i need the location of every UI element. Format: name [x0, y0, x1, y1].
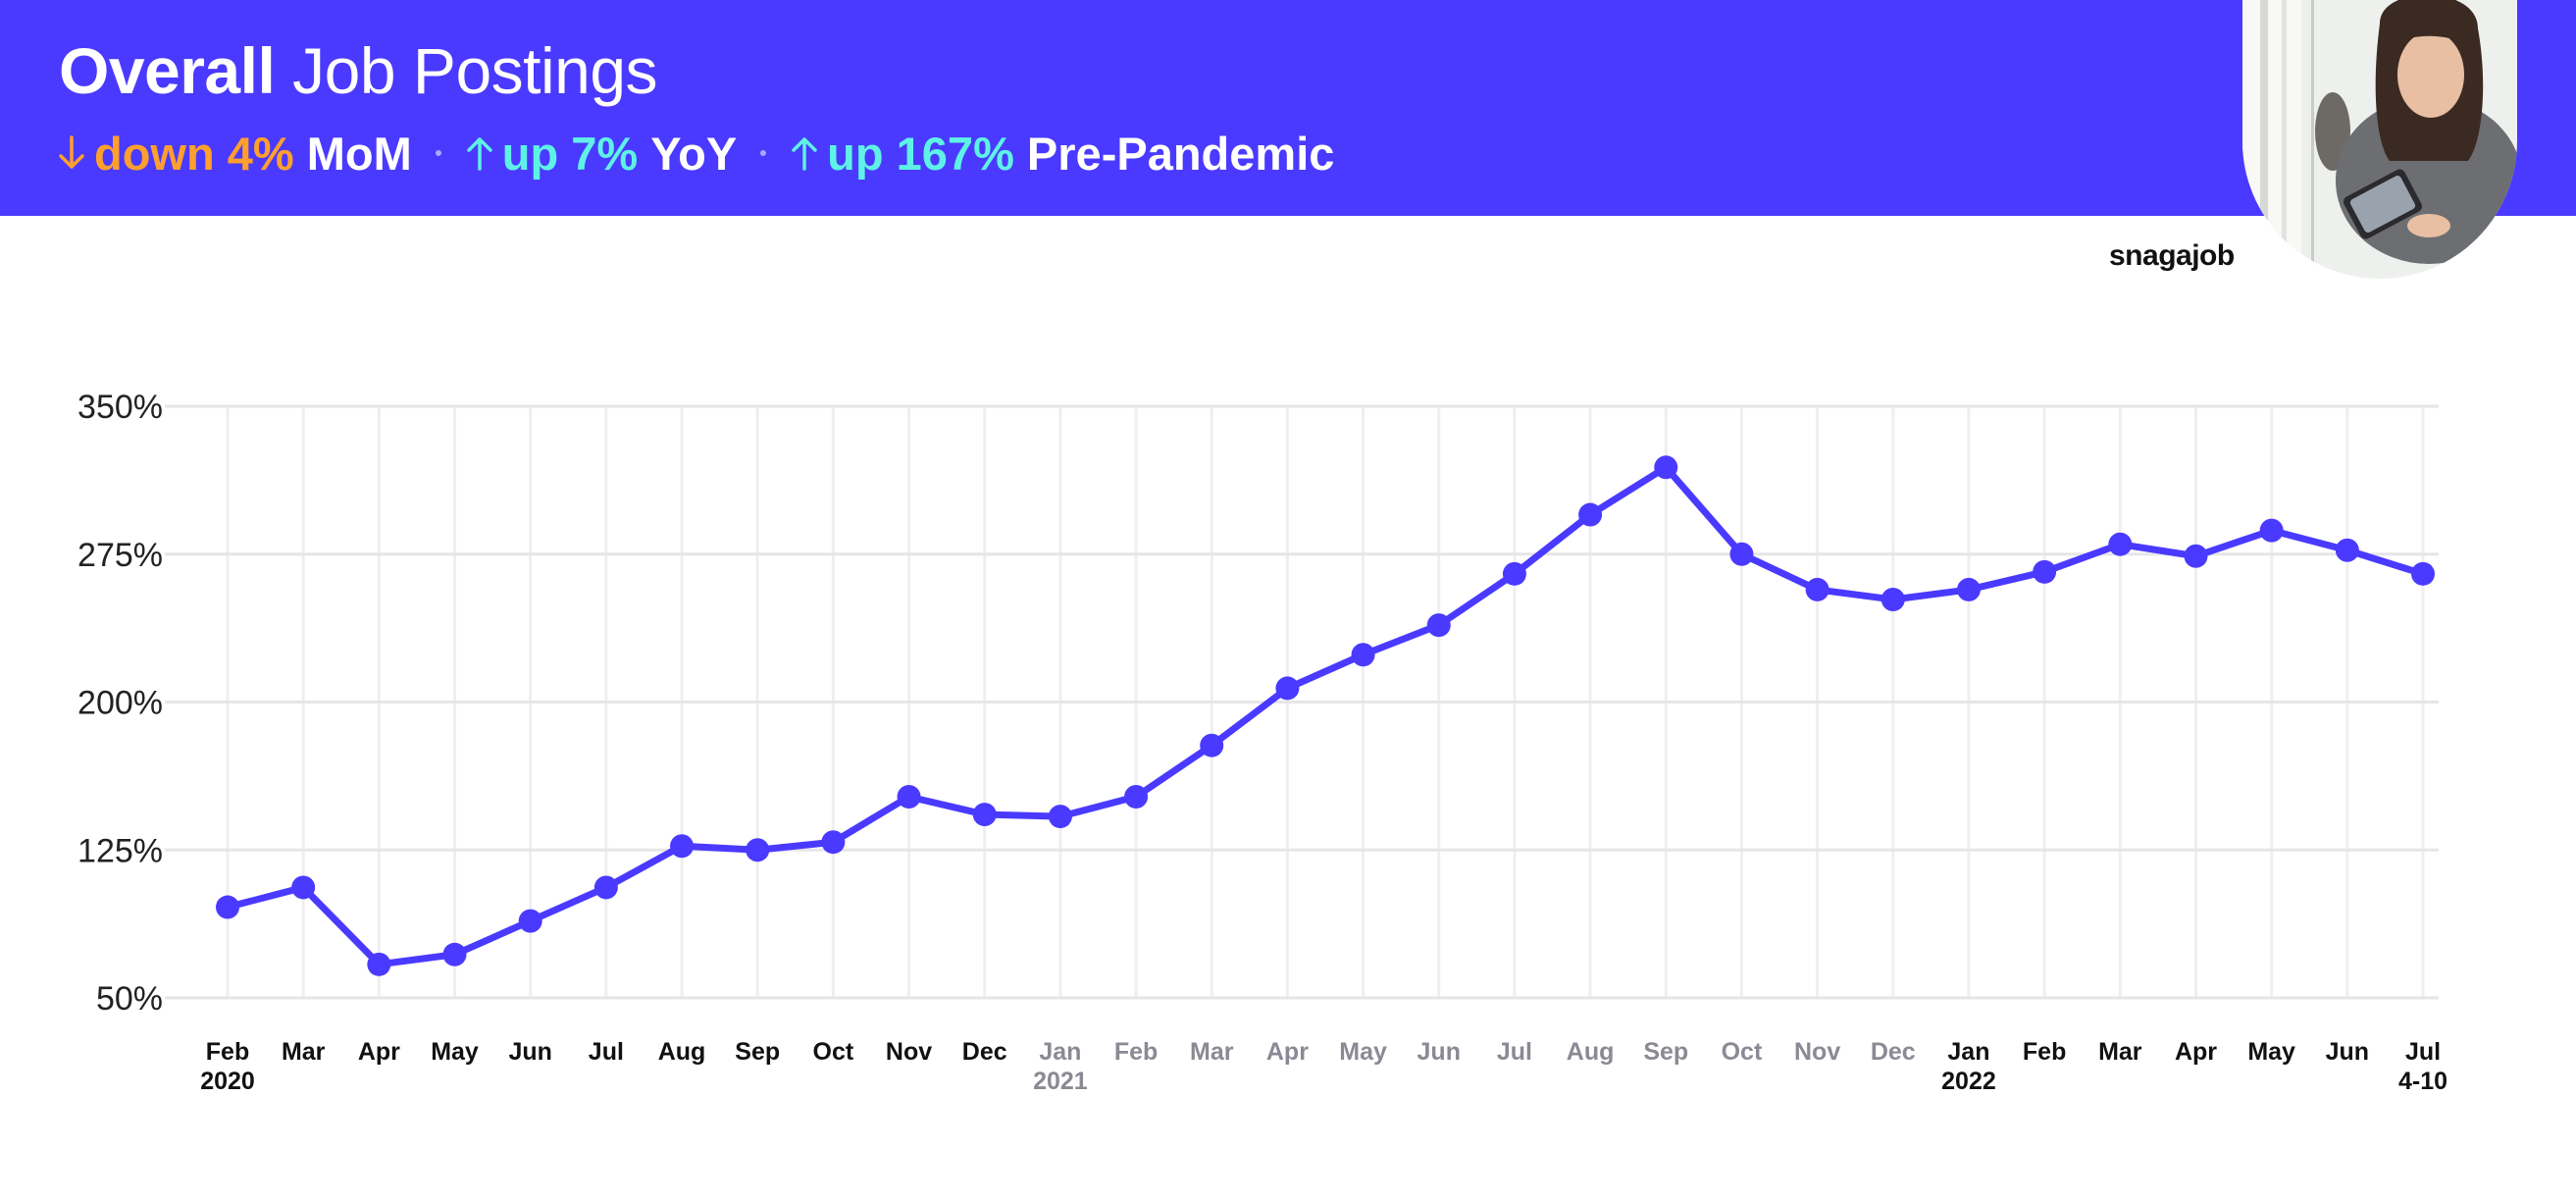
data-points	[216, 455, 2435, 976]
data-point	[1578, 502, 1603, 527]
stat-separator	[760, 150, 767, 156]
x-tick-label: Mar	[1190, 1038, 1234, 1066]
header-banner	[0, 0, 2576, 216]
arrow-down-icon	[57, 133, 86, 173]
x-tick-label: Jun	[2326, 1038, 2369, 1066]
data-point	[670, 834, 695, 859]
data-point	[1805, 577, 1829, 601]
stat-mom-label: MoM	[306, 127, 412, 180]
data-point	[897, 784, 921, 809]
y-tick-label: 125%	[77, 832, 163, 869]
data-point	[2259, 518, 2284, 543]
x-tick-label: May	[431, 1038, 479, 1066]
data-point	[518, 909, 542, 933]
x-tick-label: Apr	[2175, 1038, 2217, 1066]
x-tick-label: Jun	[1417, 1038, 1461, 1066]
data-point	[1351, 643, 1375, 667]
y-tick-label: 350%	[77, 389, 163, 426]
data-point	[1502, 561, 1526, 586]
x-tick-label: Oct	[813, 1038, 854, 1066]
data-point	[1124, 784, 1149, 809]
title-bold: Overall	[59, 34, 276, 107]
x-tick-label: Mar	[282, 1038, 326, 1066]
x-tick-label: Dec	[962, 1038, 1007, 1066]
x-tick-label: Jan	[1039, 1038, 1081, 1066]
x-tick-label: Apr	[1266, 1038, 1309, 1066]
arrow-up-icon	[465, 133, 494, 173]
data-point	[216, 895, 239, 919]
stat-mom-change: down 4%	[94, 127, 294, 180]
y-tick-label: 50%	[96, 980, 163, 1018]
x-tick-label: Feb	[1114, 1038, 1158, 1066]
x-tick-label: Aug	[1567, 1038, 1615, 1066]
x-tick-label: Mar	[2098, 1038, 2142, 1066]
y-tick-label: 275%	[77, 537, 163, 574]
x-tick-label: Oct	[1722, 1038, 1763, 1066]
x-tick-label: Jul	[589, 1038, 624, 1066]
person-photo	[2242, 0, 2517, 279]
x-tick-label: Nov	[1794, 1038, 1840, 1066]
data-point	[593, 875, 618, 900]
x-tick-year-label: 2020	[200, 1068, 255, 1095]
data-point	[442, 942, 467, 966]
arrow-up-icon	[790, 133, 819, 173]
x-tick-year-label: 2021	[1033, 1068, 1088, 1095]
data-point	[2108, 532, 2133, 556]
horizontal-gridlines	[165, 404, 2439, 1000]
y-axis-labels: 50% 125% 200% 275% 350%	[77, 389, 163, 1018]
data-point	[1729, 542, 1754, 566]
stat-pre-pandemic: up 167% Pre-Pandemic	[790, 127, 1334, 181]
x-tick-label: Feb	[2023, 1038, 2066, 1066]
data-point	[1275, 676, 1300, 701]
x-tick-label: May	[1339, 1038, 1387, 1066]
data-point	[746, 838, 770, 862]
stat-pre-pandemic-label: Pre-Pandemic	[1026, 127, 1335, 180]
data-point	[2033, 559, 2057, 584]
x-tick-year-label: 2022	[1941, 1068, 1996, 1095]
data-point	[2184, 544, 2208, 568]
series-line	[224, 463, 2427, 968]
x-tick-label: Feb	[206, 1038, 249, 1066]
stats-row: down 4% MoM up 7% YoY up 167% Pre-Pandem…	[57, 122, 1334, 184]
data-point	[972, 803, 997, 827]
data-point	[2411, 561, 2435, 586]
stat-pre-pandemic-change: up 167%	[827, 127, 1014, 180]
x-tick-label: Jun	[508, 1038, 551, 1066]
data-point	[291, 875, 316, 900]
x-tick-label: Jul	[2405, 1038, 2441, 1066]
data-point	[821, 830, 846, 855]
x-tick-year-label: 4-10	[2398, 1068, 2447, 1095]
data-point	[1654, 455, 1678, 480]
x-tick-label: Apr	[358, 1038, 400, 1066]
x-tick-label: Jan	[1947, 1038, 1989, 1066]
data-point	[1048, 805, 1072, 829]
stat-mom: down 4% MoM	[57, 127, 412, 181]
data-point	[1426, 613, 1451, 638]
data-point	[367, 952, 391, 976]
x-tick-label: May	[2247, 1038, 2295, 1066]
stat-yoy-change: up 7%	[501, 127, 639, 180]
data-point	[1956, 577, 1981, 601]
data-point	[1200, 733, 1224, 757]
x-tick-label: Nov	[886, 1038, 932, 1066]
x-tick-label: Sep	[1643, 1038, 1688, 1066]
y-tick-label: 200%	[77, 685, 163, 722]
snagajob-logo: snagajob	[2109, 239, 2235, 272]
x-tick-label: Jul	[1497, 1038, 1532, 1066]
x-tick-label: Dec	[1871, 1038, 1916, 1066]
stat-yoy: up 7% YoY	[465, 127, 737, 181]
page-title: Overall Job Postings	[59, 31, 658, 110]
stat-yoy-label: YoY	[650, 127, 738, 180]
x-tick-label: Aug	[658, 1038, 706, 1066]
data-point	[1880, 587, 1905, 611]
data-point	[2335, 538, 2359, 562]
title-rest: Job Postings	[292, 34, 658, 107]
x-tick-label: Sep	[735, 1038, 780, 1066]
stat-separator	[435, 150, 441, 156]
